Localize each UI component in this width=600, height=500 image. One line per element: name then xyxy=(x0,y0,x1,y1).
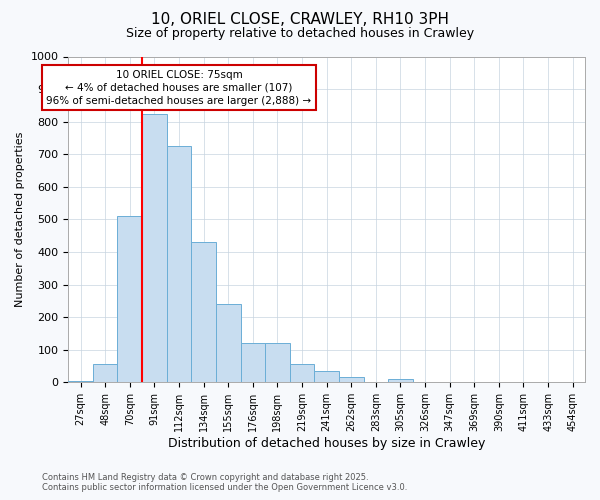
Bar xyxy=(265,343,290,382)
Y-axis label: Number of detached properties: Number of detached properties xyxy=(15,132,25,307)
Text: Size of property relative to detached houses in Crawley: Size of property relative to detached ho… xyxy=(126,28,474,40)
Text: Contains HM Land Registry data © Crown copyright and database right 2025.
Contai: Contains HM Land Registry data © Crown c… xyxy=(42,473,407,492)
Bar xyxy=(118,216,142,382)
Bar xyxy=(167,146,191,382)
Text: 10, ORIEL CLOSE, CRAWLEY, RH10 3PH: 10, ORIEL CLOSE, CRAWLEY, RH10 3PH xyxy=(151,12,449,28)
Bar xyxy=(241,343,265,382)
X-axis label: Distribution of detached houses by size in Crawley: Distribution of detached houses by size … xyxy=(168,437,485,450)
Bar xyxy=(93,364,118,382)
Bar xyxy=(339,378,364,382)
Bar xyxy=(314,371,339,382)
Bar xyxy=(388,379,413,382)
Bar xyxy=(290,364,314,382)
Text: 10 ORIEL CLOSE: 75sqm
← 4% of detached houses are smaller (107)
96% of semi-deta: 10 ORIEL CLOSE: 75sqm ← 4% of detached h… xyxy=(46,70,311,106)
Bar xyxy=(216,304,241,382)
Bar xyxy=(191,242,216,382)
Bar xyxy=(142,114,167,382)
Bar xyxy=(68,380,93,382)
